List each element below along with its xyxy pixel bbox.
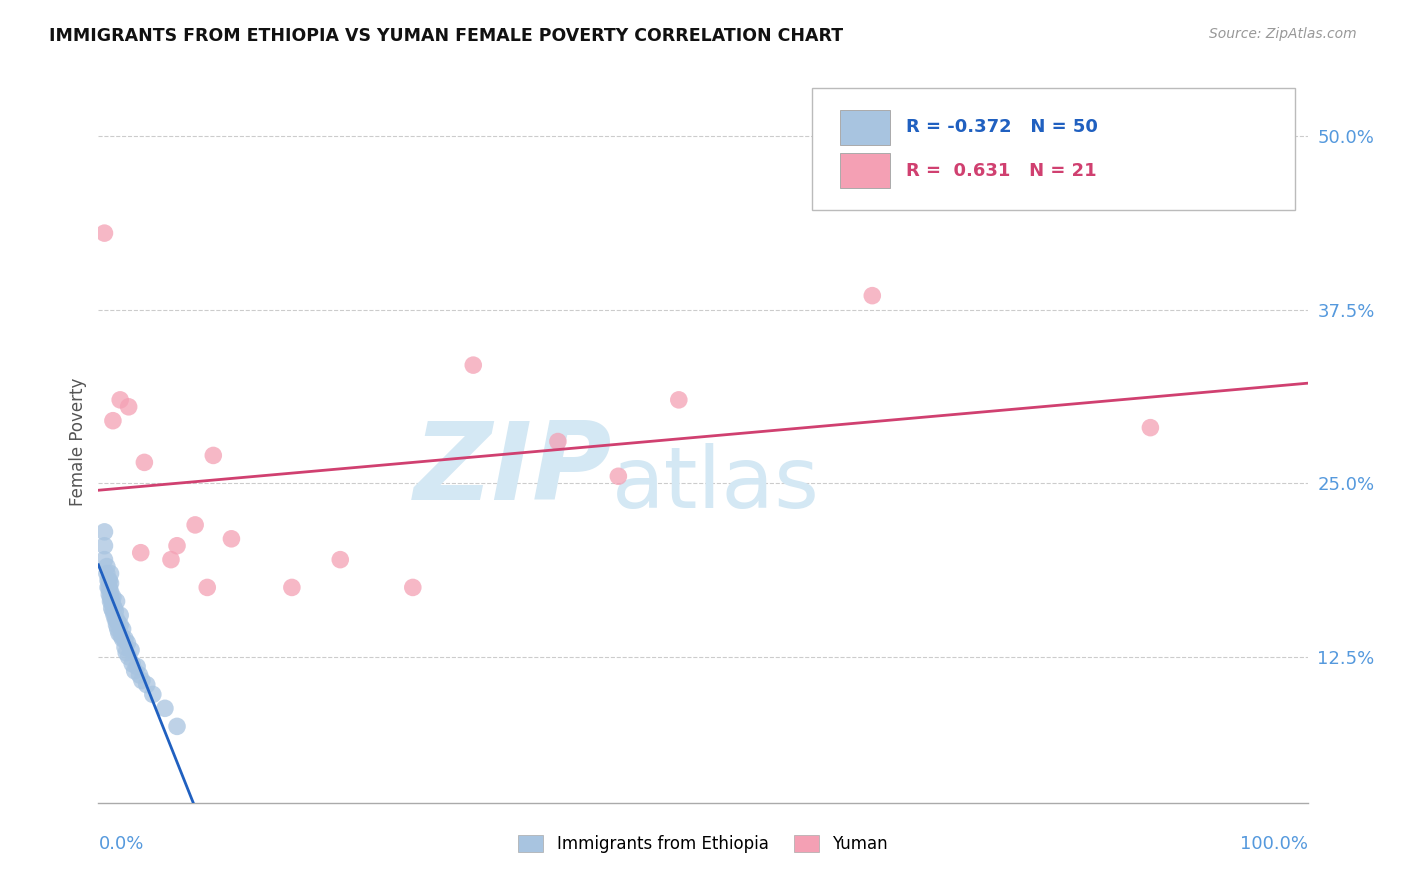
Point <box>98 581 121 595</box>
Text: Source: ZipAtlas.com: Source: ZipAtlas.com <box>1209 27 1357 41</box>
Text: atlas: atlas <box>613 443 820 526</box>
Point <box>547 434 569 449</box>
Point <box>100 576 122 591</box>
Point <box>118 649 141 664</box>
Point <box>93 524 115 539</box>
Point <box>166 539 188 553</box>
Text: R =  0.631   N = 21: R = 0.631 N = 21 <box>905 161 1097 179</box>
Point <box>108 626 131 640</box>
Point <box>105 612 128 626</box>
Legend: Immigrants from Ethiopia, Yuman: Immigrants from Ethiopia, Yuman <box>512 828 894 860</box>
Point <box>202 449 225 463</box>
Point <box>100 584 122 599</box>
Point <box>97 574 120 588</box>
Point <box>124 664 146 678</box>
Point <box>329 552 352 566</box>
Point <box>166 719 188 733</box>
Point <box>118 400 141 414</box>
Point <box>101 414 124 428</box>
Point <box>153 701 176 715</box>
Point <box>105 594 128 608</box>
Point <box>111 632 134 646</box>
Point <box>103 601 125 615</box>
Point <box>463 358 485 372</box>
Point <box>114 640 136 655</box>
Point <box>160 552 183 566</box>
Point <box>135 678 157 692</box>
Point <box>129 546 152 560</box>
Point <box>195 581 218 595</box>
Text: R = -0.372   N = 50: R = -0.372 N = 50 <box>905 119 1098 136</box>
Point <box>104 604 127 618</box>
Point <box>103 608 125 623</box>
Point <box>131 673 153 688</box>
Text: 0.0%: 0.0% <box>98 835 143 854</box>
Point <box>93 552 115 566</box>
Point <box>98 574 121 588</box>
Point <box>134 455 156 469</box>
Point <box>100 590 122 604</box>
Text: 100.0%: 100.0% <box>1240 835 1308 854</box>
Point <box>108 392 131 407</box>
Point <box>96 566 118 581</box>
Point <box>115 646 138 660</box>
Point <box>860 288 883 302</box>
Point <box>668 392 690 407</box>
Point <box>607 469 630 483</box>
Point <box>96 559 118 574</box>
Point <box>142 687 165 701</box>
Text: ZIP: ZIP <box>413 417 613 524</box>
Point <box>127 659 149 673</box>
Point <box>107 622 129 636</box>
Point <box>108 608 131 623</box>
Point <box>128 668 150 682</box>
Point <box>105 618 128 632</box>
Point <box>98 587 121 601</box>
Point <box>110 629 132 643</box>
Point <box>104 612 127 626</box>
Point <box>281 581 304 595</box>
Point <box>100 566 122 581</box>
Point <box>100 594 122 608</box>
Point <box>93 539 115 553</box>
Point <box>120 643 142 657</box>
Point <box>97 581 120 595</box>
Text: IMMIGRANTS FROM ETHIOPIA VS YUMAN FEMALE POVERTY CORRELATION CHART: IMMIGRANTS FROM ETHIOPIA VS YUMAN FEMALE… <box>49 27 844 45</box>
FancyBboxPatch shape <box>839 110 890 145</box>
Point <box>117 636 139 650</box>
Point <box>111 622 134 636</box>
Point <box>100 594 122 608</box>
Y-axis label: Female Poverty: Female Poverty <box>69 377 87 506</box>
Point <box>221 532 243 546</box>
Point <box>100 601 122 615</box>
Point <box>1139 420 1161 434</box>
FancyBboxPatch shape <box>839 153 890 188</box>
Point <box>121 657 143 671</box>
Point <box>108 618 131 632</box>
Point <box>101 604 124 618</box>
Point <box>184 517 207 532</box>
Point <box>402 581 425 595</box>
Point <box>93 226 115 240</box>
FancyBboxPatch shape <box>811 87 1295 211</box>
Point <box>114 632 136 646</box>
Point <box>101 590 124 604</box>
Point <box>107 615 129 630</box>
Point <box>101 599 124 613</box>
